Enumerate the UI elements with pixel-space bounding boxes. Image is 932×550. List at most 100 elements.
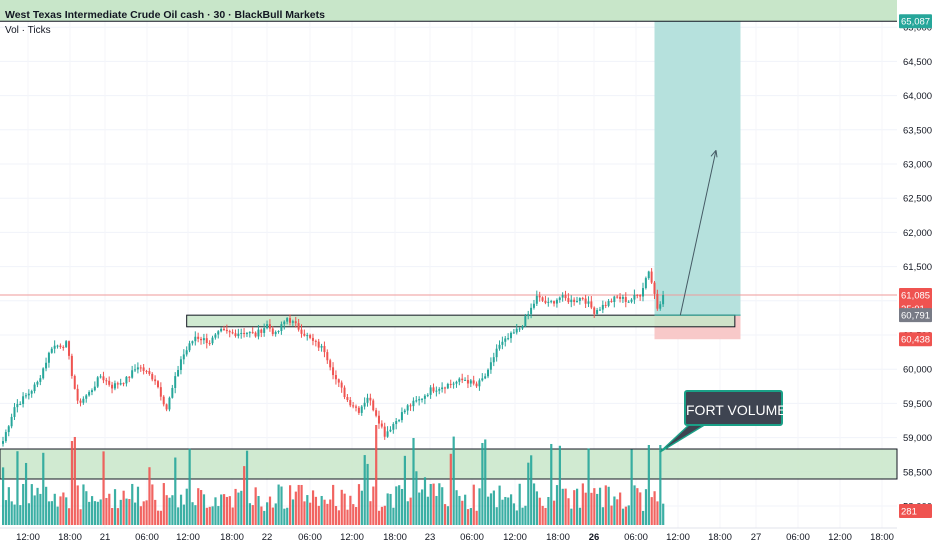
- x-axis[interactable]: 12:00 18:00 21 06:00 12:00 18:00 22 06:00 12:00 1…: [16, 532, 894, 543]
- candle-body: [205, 338, 208, 344]
- volume-bar: [621, 508, 625, 525]
- candle-body: [357, 407, 360, 413]
- volume-bar: [16, 451, 19, 525]
- volume-bar: [515, 510, 518, 525]
- volume-bar: [421, 489, 424, 525]
- volume-bar: [4, 500, 8, 525]
- entry-price-tag-bg: [899, 308, 932, 323]
- candle-body: [125, 376, 128, 384]
- volume-bar: [108, 493, 111, 525]
- volume-bar: [412, 437, 415, 525]
- volume-bar: [432, 483, 435, 525]
- candle-body: [317, 341, 320, 348]
- candle-body: [306, 335, 309, 337]
- volume-bar: [581, 483, 584, 525]
- volume-bar: [541, 505, 544, 525]
- volume-bar: [306, 495, 309, 525]
- candle-body: [68, 341, 71, 356]
- volume-bar: [68, 508, 71, 525]
- candle-body: [116, 383, 119, 385]
- candle-body: [2, 441, 4, 444]
- candle-body: [590, 301, 593, 308]
- candle-body: [70, 355, 73, 376]
- x-tick-label: 12:00: [503, 532, 527, 543]
- volume-bar: [639, 492, 642, 525]
- volume-bar: [47, 501, 51, 525]
- x-tick-label: 21: [100, 532, 111, 543]
- volume-bar: [116, 508, 119, 525]
- candle-body: [558, 297, 561, 300]
- x-tick-label: 18:00: [870, 532, 894, 543]
- volume-bar: [366, 463, 369, 525]
- candle-body: [217, 331, 220, 335]
- candle-body: [452, 383, 455, 385]
- candle-body: [507, 338, 510, 340]
- volume-value-tag-bg: [899, 504, 932, 518]
- x-tick-label: 06:00: [135, 532, 159, 543]
- volume-bar: [39, 493, 42, 525]
- target-box[interactable]: [654, 21, 741, 316]
- x-tick-label: 06:00: [460, 532, 484, 543]
- volume-bar: [70, 440, 74, 525]
- volume-bar: [616, 499, 619, 525]
- volume-bar: [22, 483, 25, 525]
- candle-body: [553, 301, 556, 304]
- candle-body: [576, 300, 578, 302]
- candle-body: [538, 295, 541, 298]
- candle-body: [108, 380, 111, 385]
- volume-bar: [553, 500, 556, 525]
- volume-bar: [45, 486, 48, 525]
- volume-bar: [377, 510, 381, 525]
- volume-bar: [27, 503, 31, 525]
- fort-volume-callout[interactable]: FORT VOLUME: [684, 390, 787, 426]
- volume-bar: [624, 506, 627, 525]
- candle-body: [53, 345, 56, 349]
- volume-indicator-label[interactable]: Vol · Ticks: [5, 25, 51, 36]
- volume-bar: [570, 508, 573, 525]
- volume-bar: [475, 510, 478, 525]
- volume-bar: [7, 487, 10, 525]
- volume-bar: [317, 505, 320, 525]
- volume-bar: [82, 484, 85, 525]
- volume-zone[interactable]: [0, 448, 898, 480]
- volume-bar: [225, 496, 229, 525]
- volume-bar: [300, 484, 303, 525]
- target-price-tag-bg: [899, 14, 932, 29]
- x-tick-label: 18:00: [546, 532, 570, 543]
- resistance-zone[interactable]: [186, 314, 736, 328]
- volume-bar: [274, 503, 277, 525]
- volume-bar: [177, 507, 180, 525]
- y-axis[interactable]: 58,00058,50059,00059,50060,00060,50061,0…: [903, 23, 932, 513]
- candle-body: [524, 316, 527, 327]
- y-tick-label: 64,000: [903, 91, 932, 102]
- candle-body: [4, 432, 7, 442]
- x-tick-label: 06:00: [298, 532, 322, 543]
- candle-body: [19, 403, 22, 405]
- candle-body: [578, 298, 581, 301]
- volume-bar: [76, 485, 79, 525]
- candle-body: [377, 415, 380, 424]
- candle-body: [171, 387, 174, 398]
- projection-arrow[interactable]: [679, 149, 718, 316]
- candle-body: [421, 398, 424, 400]
- volume-bar: [234, 488, 237, 525]
- candle-body: [36, 381, 39, 385]
- candle-body: [7, 426, 10, 433]
- volume-bar: [521, 507, 524, 525]
- volume-bar: [154, 499, 157, 525]
- volume-bar: [291, 499, 295, 525]
- volume-bar: [633, 485, 636, 525]
- candle-body: [478, 380, 481, 387]
- candle-body: [47, 352, 50, 363]
- y-tick-label: 62,500: [903, 194, 932, 205]
- candle-body: [177, 370, 180, 377]
- x-tick-label: 12:00: [16, 532, 40, 543]
- candle-body: [487, 369, 490, 377]
- volume-bar: [535, 491, 539, 525]
- candle-body: [134, 369, 137, 371]
- candle-body: [42, 368, 45, 379]
- volume-bar: [113, 489, 117, 525]
- x-tick-label: 06:00: [624, 532, 648, 543]
- candle-body: [311, 337, 314, 341]
